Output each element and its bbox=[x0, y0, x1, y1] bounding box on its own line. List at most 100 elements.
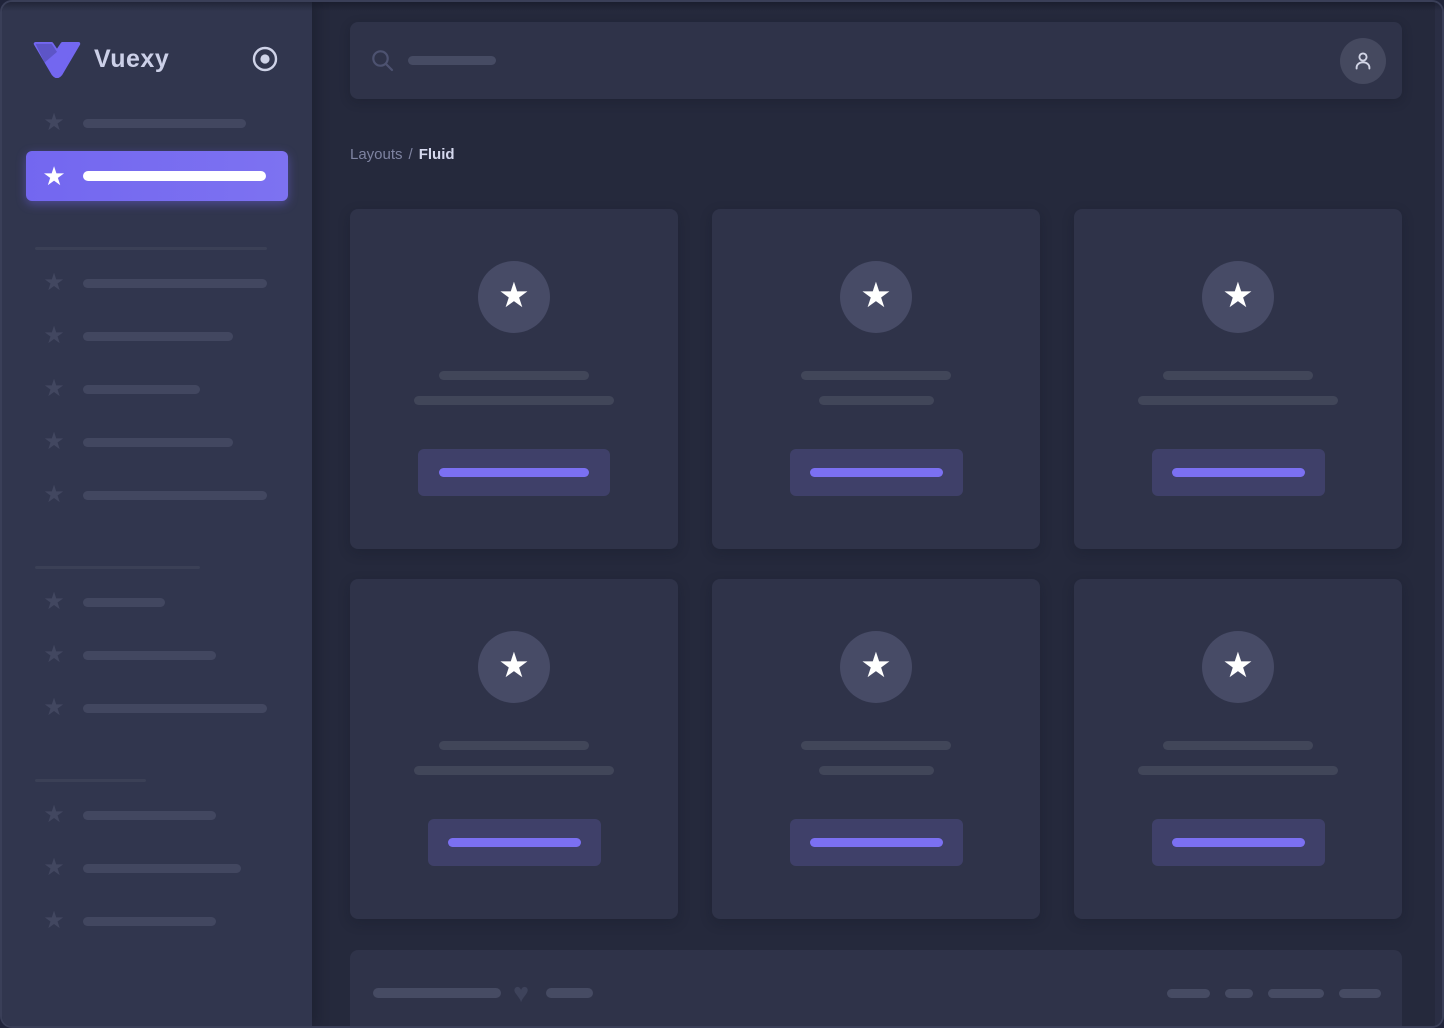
star-icon: ★ bbox=[43, 269, 65, 296]
card-button-label-skeleton bbox=[1171, 838, 1305, 847]
breadcrumb-current: Fluid bbox=[418, 146, 455, 163]
sidebar-section-divider bbox=[35, 247, 267, 250]
star-icon: ★ bbox=[43, 481, 65, 508]
sidebar: Vuexy ★ ★ ★ ★ ★ ★ ★ ★ ★ ★ ★ bbox=[2, 2, 312, 1026]
sidebar-item-label-skeleton bbox=[83, 490, 267, 500]
sidebar-item-label-skeleton bbox=[83, 437, 233, 447]
card-title-skeleton bbox=[801, 371, 951, 380]
sidebar-item[interactable]: ★ bbox=[26, 311, 288, 361]
card-action-button[interactable] bbox=[789, 819, 963, 866]
sidebar-item[interactable]: ★ bbox=[26, 258, 288, 308]
card-button-label-skeleton bbox=[809, 468, 943, 477]
footer-link-skeleton[interactable] bbox=[1167, 988, 1210, 998]
sidebar-item-active[interactable]: ★ bbox=[26, 151, 288, 201]
sidebar-item-label-skeleton bbox=[83, 384, 200, 394]
star-icon: ★ bbox=[43, 694, 65, 721]
sidebar-item[interactable]: ★ bbox=[26, 417, 288, 467]
sidebar-item-label-skeleton bbox=[83, 278, 267, 288]
card-avatar: ★ bbox=[840, 261, 912, 333]
card-title-skeleton bbox=[1163, 371, 1313, 380]
sidebar-section-divider bbox=[35, 566, 200, 569]
card-button-label-skeleton bbox=[1171, 468, 1305, 477]
footer-link-skeleton[interactable] bbox=[1339, 988, 1381, 998]
topbar bbox=[350, 22, 1402, 99]
sidebar-item[interactable]: ★ bbox=[26, 577, 288, 627]
card-button-label-skeleton bbox=[439, 468, 589, 477]
sidebar-item[interactable]: ★ bbox=[26, 843, 288, 893]
sidebar-item[interactable]: ★ bbox=[26, 630, 288, 680]
star-icon: ★ bbox=[43, 322, 65, 349]
card: ★ bbox=[712, 209, 1040, 549]
card: ★ bbox=[1074, 209, 1402, 549]
sidebar-item-label-skeleton bbox=[83, 810, 216, 820]
card-action-button[interactable] bbox=[1151, 819, 1325, 866]
sidebar-item[interactable]: ★ bbox=[26, 896, 288, 946]
footer-credit-skeleton bbox=[546, 988, 594, 998]
sidebar-header: Vuexy bbox=[26, 34, 288, 84]
card: ★ bbox=[712, 579, 1040, 919]
brand-link[interactable]: Vuexy bbox=[32, 40, 169, 78]
footer-link-skeleton[interactable] bbox=[1268, 988, 1324, 998]
sidebar-item-label-skeleton bbox=[83, 650, 216, 660]
card-avatar: ★ bbox=[840, 631, 912, 703]
star-icon: ★ bbox=[43, 854, 65, 881]
star-icon: ★ bbox=[43, 641, 65, 668]
card-action-button[interactable] bbox=[427, 819, 601, 866]
card-subtitle-skeleton bbox=[1138, 396, 1338, 405]
breadcrumb-separator: / bbox=[408, 146, 413, 163]
sidebar-item[interactable]: ★ bbox=[26, 470, 288, 520]
footer-copyright-skeleton bbox=[373, 988, 501, 998]
menu-pin-radio-icon[interactable] bbox=[252, 46, 278, 72]
breadcrumb: Layouts / Fluid bbox=[350, 147, 1402, 163]
sidebar-item-label-skeleton bbox=[83, 118, 246, 128]
card-title-skeleton bbox=[801, 741, 951, 750]
card-avatar: ★ bbox=[1202, 631, 1274, 703]
sidebar-item-label-skeleton bbox=[83, 331, 233, 341]
sidebar-item[interactable]: ★ bbox=[26, 364, 288, 414]
star-icon: ★ bbox=[43, 109, 65, 136]
card-action-button[interactable] bbox=[789, 449, 963, 496]
star-icon: ★ bbox=[860, 645, 892, 685]
search-icon bbox=[372, 50, 394, 72]
search-placeholder-skeleton bbox=[408, 56, 496, 65]
cards-grid: ★ ★ ★ ★ ★ bbox=[350, 209, 1402, 919]
card-subtitle-skeleton bbox=[1138, 766, 1338, 775]
vuexy-logo-icon bbox=[33, 42, 81, 78]
card: ★ bbox=[1074, 579, 1402, 919]
search-input[interactable] bbox=[370, 48, 1340, 73]
card-button-label-skeleton bbox=[447, 838, 581, 847]
scrollbar-track[interactable] bbox=[1435, 2, 1442, 1026]
sidebar-item[interactable]: ★ bbox=[26, 683, 288, 733]
card-button-label-skeleton bbox=[809, 838, 943, 847]
card-subtitle-skeleton bbox=[818, 766, 934, 775]
card-title-skeleton bbox=[1163, 741, 1313, 750]
sidebar-item-label-skeleton bbox=[83, 863, 241, 873]
brand-name: Vuexy bbox=[94, 44, 170, 73]
star-icon: ★ bbox=[42, 161, 66, 191]
star-icon: ★ bbox=[860, 275, 892, 315]
footer-link-skeleton[interactable] bbox=[1225, 988, 1253, 998]
sidebar-nav: ★ ★ ★ ★ ★ ★ ★ ★ ★ ★ ★ ★ ★ bbox=[26, 98, 288, 946]
sidebar-item-label-skeleton bbox=[83, 916, 216, 926]
star-icon: ★ bbox=[43, 907, 65, 934]
card-title-skeleton bbox=[439, 371, 589, 380]
heart-icon: ♥ bbox=[513, 977, 530, 1008]
sidebar-section-divider bbox=[35, 779, 146, 782]
main-content: Layouts / Fluid ★ ★ ★ ★ bbox=[312, 2, 1442, 1026]
card-action-button[interactable] bbox=[1151, 449, 1325, 496]
sidebar-item[interactable]: ★ bbox=[26, 790, 288, 840]
star-icon: ★ bbox=[43, 588, 65, 615]
user-avatar-button[interactable] bbox=[1340, 37, 1386, 84]
footer: ♥ bbox=[350, 950, 1402, 1026]
star-icon: ★ bbox=[498, 275, 530, 315]
star-icon: ★ bbox=[1222, 645, 1254, 685]
card-title-skeleton bbox=[439, 741, 589, 750]
card-avatar: ★ bbox=[478, 631, 550, 703]
sidebar-item[interactable]: ★ bbox=[26, 98, 288, 148]
card-avatar: ★ bbox=[1202, 261, 1274, 333]
star-icon: ★ bbox=[43, 428, 65, 455]
breadcrumb-parent-link[interactable]: Layouts bbox=[350, 146, 403, 163]
sidebar-item-label-skeleton bbox=[83, 597, 165, 607]
card-action-button[interactable] bbox=[418, 449, 610, 496]
